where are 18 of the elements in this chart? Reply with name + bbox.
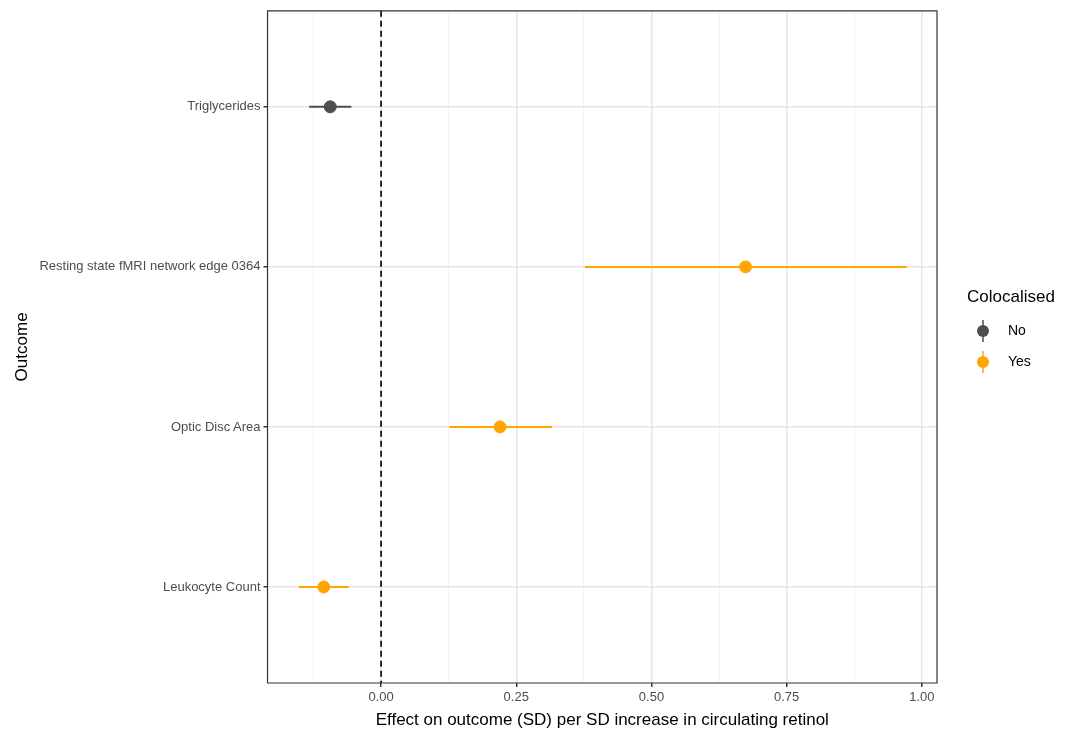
legend-label: Yes — [1008, 352, 1031, 369]
y-tick-label: Triglycerides — [187, 98, 262, 114]
y-tick-label: Optic Disc Area — [170, 418, 262, 434]
y-tick-label: Leukocyte Count — [162, 578, 261, 594]
point — [739, 260, 753, 274]
point — [493, 420, 507, 434]
text: 0.00 — [368, 689, 394, 705]
x-tick-label: 0.25 — [503, 689, 529, 705]
x-tick-label: 0.50 — [638, 689, 665, 705]
x-tick-label: 1.00 — [909, 689, 935, 705]
legend-title: Colocalised — [967, 286, 1055, 306]
y-axis-title: Outcome — [11, 312, 31, 382]
point — [323, 100, 337, 114]
x-tick-label: 0.75 — [774, 689, 800, 705]
legend-label: No — [1008, 321, 1027, 338]
x-axis-title: Effect on outcome (SD) per SD increase in circulating retinol — [375, 710, 829, 730]
point — [317, 580, 331, 594]
y-tick-label: Resting state fMRI network edge 0364 — [39, 258, 261, 274]
